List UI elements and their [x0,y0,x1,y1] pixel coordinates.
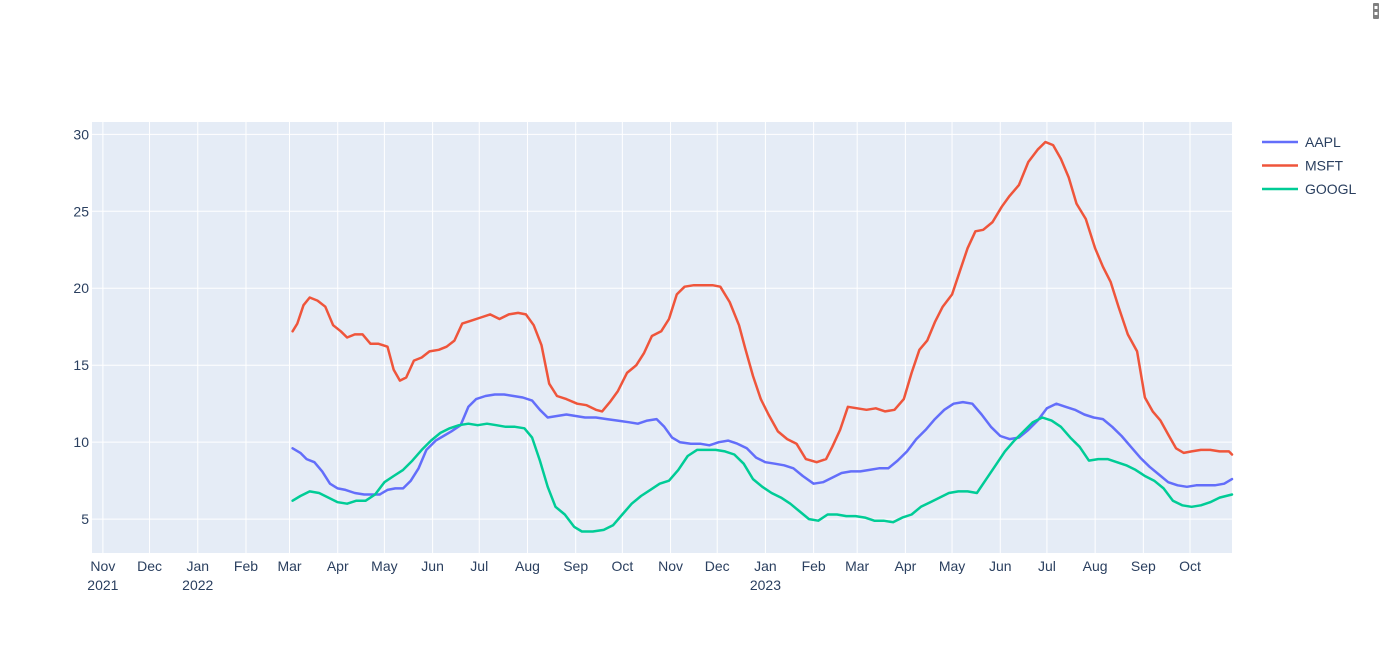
x-tick-year-label: 2021 [87,577,118,593]
modebar-icon[interactable] [1371,2,1381,20]
x-tick-label: May [371,558,397,574]
legend-item-msft[interactable]: MSFT [1262,158,1344,174]
x-tick-label: Apr [327,558,349,574]
y-axis-ticks: 5 10 15 20 25 30 [73,126,89,527]
series-line-aapl [291,393,1234,496]
x-tick-label: Sep [563,558,588,574]
legend[interactable]: AAPL MSFT GOOGL [1262,134,1357,197]
x-tick-label: Jun [989,558,1012,574]
y-tick-label: 15 [73,357,89,373]
series-layer [291,140,1234,533]
legend-item-aapl[interactable]: AAPL [1262,134,1341,150]
x-gridlines [102,122,1191,553]
x-tick-label: Jul [1038,558,1056,574]
y-gridlines [92,133,1232,520]
series-line-googl [291,416,1234,533]
x-tick-label: Jan [186,558,209,574]
y-tick-label: 5 [81,511,89,527]
x-tick-label: Dec [705,558,730,574]
x-tick-label: Sep [1131,558,1156,574]
x-tick-label: May [939,558,965,574]
x-tick-label: Oct [611,558,633,574]
x-tick-label: Dec [137,558,162,574]
x-axis-ticks: Nov 2021 Dec Jan 2022 Feb Mar Apr May Jun Jul Aug Se… [87,558,1201,593]
x-tick-label: Aug [515,558,540,574]
x-tick-label: Jul [470,558,488,574]
x-tick-label: Jun [421,558,444,574]
x-tick-year-label: 2023 [750,577,781,593]
y-tick-label: 10 [73,434,89,450]
x-tick-year-label: 2022 [182,577,213,593]
legend-label: AAPL [1305,134,1341,150]
legend-label: GOOGL [1305,181,1357,197]
x-tick-label: Oct [1179,558,1201,574]
plot-background [92,122,1232,553]
x-tick-label: Apr [894,558,916,574]
y-tick-label: 30 [73,126,89,142]
x-tick-label: Jan [754,558,777,574]
x-tick-label: Nov [658,558,683,574]
x-tick-label: Mar [845,558,869,574]
y-tick-label: 20 [73,280,89,296]
y-tick-label: 25 [73,203,89,219]
x-tick-label: Aug [1083,558,1108,574]
x-tick-label: Feb [802,558,826,574]
x-tick-label: Nov [90,558,115,574]
series-line-msft [291,140,1234,464]
x-tick-label: Feb [234,558,258,574]
legend-item-googl[interactable]: GOOGL [1262,181,1357,197]
legend-label: MSFT [1305,158,1344,174]
x-tick-label: Mar [277,558,301,574]
